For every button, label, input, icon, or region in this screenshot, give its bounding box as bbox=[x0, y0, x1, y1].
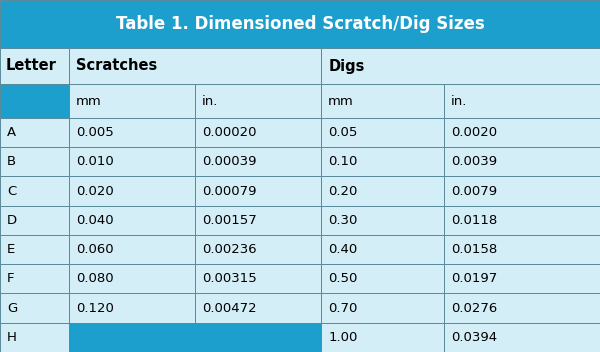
Text: H: H bbox=[7, 331, 17, 344]
Bar bbox=[0, 48, 69, 84]
Text: 0.40: 0.40 bbox=[328, 243, 358, 256]
Text: 0.00315: 0.00315 bbox=[202, 272, 257, 285]
Bar bbox=[195, 294, 321, 323]
Bar bbox=[444, 294, 600, 323]
Text: 0.020: 0.020 bbox=[76, 184, 114, 197]
Bar bbox=[69, 235, 195, 264]
Text: 0.0276: 0.0276 bbox=[451, 302, 497, 315]
Text: 1.00: 1.00 bbox=[328, 331, 358, 344]
Text: 0.0079: 0.0079 bbox=[451, 184, 497, 197]
Bar bbox=[0, 264, 69, 294]
Text: 0.00020: 0.00020 bbox=[202, 126, 257, 139]
Bar bbox=[69, 264, 195, 294]
Bar bbox=[444, 84, 600, 118]
Text: 0.00472: 0.00472 bbox=[202, 302, 257, 315]
Text: 0.080: 0.080 bbox=[76, 272, 114, 285]
Bar bbox=[444, 323, 600, 352]
Bar bbox=[195, 235, 321, 264]
Bar bbox=[321, 118, 444, 147]
Bar bbox=[195, 206, 321, 235]
Text: 0.040: 0.040 bbox=[76, 214, 114, 227]
Bar bbox=[0, 147, 69, 176]
Text: Letter: Letter bbox=[6, 58, 57, 74]
Bar bbox=[0, 118, 69, 147]
Bar bbox=[69, 206, 195, 235]
Bar bbox=[195, 176, 321, 206]
Bar bbox=[69, 294, 195, 323]
Text: Digs: Digs bbox=[328, 58, 365, 74]
Text: 0.120: 0.120 bbox=[76, 302, 114, 315]
Text: 0.00157: 0.00157 bbox=[202, 214, 257, 227]
Text: 0.10: 0.10 bbox=[328, 155, 358, 168]
Bar bbox=[321, 147, 444, 176]
Bar bbox=[444, 176, 600, 206]
Bar bbox=[444, 118, 600, 147]
Text: 0.0197: 0.0197 bbox=[451, 272, 497, 285]
Bar bbox=[321, 84, 444, 118]
Bar bbox=[195, 118, 321, 147]
Bar bbox=[321, 235, 444, 264]
Bar bbox=[195, 147, 321, 176]
Text: G: G bbox=[7, 302, 17, 315]
Text: 0.0158: 0.0158 bbox=[451, 243, 497, 256]
Bar bbox=[195, 84, 321, 118]
Text: E: E bbox=[7, 243, 16, 256]
Bar bbox=[0, 294, 69, 323]
Bar bbox=[69, 176, 195, 206]
Bar bbox=[69, 84, 195, 118]
Text: B: B bbox=[7, 155, 16, 168]
Bar bbox=[0, 84, 69, 118]
Text: C: C bbox=[7, 184, 16, 197]
Text: 0.0394: 0.0394 bbox=[451, 331, 497, 344]
Bar bbox=[321, 264, 444, 294]
Text: mm: mm bbox=[328, 95, 354, 108]
Bar bbox=[69, 323, 195, 352]
Bar bbox=[0, 206, 69, 235]
Text: 0.0020: 0.0020 bbox=[451, 126, 497, 139]
Bar bbox=[444, 264, 600, 294]
Bar bbox=[321, 48, 600, 84]
Bar bbox=[444, 235, 600, 264]
Text: F: F bbox=[7, 272, 14, 285]
Text: 0.0039: 0.0039 bbox=[451, 155, 497, 168]
Bar bbox=[0, 176, 69, 206]
Text: in.: in. bbox=[202, 95, 218, 108]
Text: D: D bbox=[7, 214, 17, 227]
Bar bbox=[0, 323, 69, 352]
Text: 0.010: 0.010 bbox=[76, 155, 114, 168]
Text: Table 1. Dimensioned Scratch/Dig Sizes: Table 1. Dimensioned Scratch/Dig Sizes bbox=[116, 15, 484, 33]
Bar bbox=[0, 235, 69, 264]
Text: in.: in. bbox=[451, 95, 467, 108]
Text: 0.70: 0.70 bbox=[328, 302, 358, 315]
Text: 0.060: 0.060 bbox=[76, 243, 114, 256]
Bar bbox=[69, 147, 195, 176]
Text: 0.005: 0.005 bbox=[76, 126, 114, 139]
Text: 0.05: 0.05 bbox=[328, 126, 358, 139]
Bar bbox=[0, 0, 600, 48]
Bar bbox=[444, 147, 600, 176]
Bar bbox=[321, 206, 444, 235]
Bar bbox=[444, 206, 600, 235]
Bar bbox=[195, 323, 321, 352]
Text: 0.00236: 0.00236 bbox=[202, 243, 257, 256]
Text: 0.30: 0.30 bbox=[328, 214, 358, 227]
Text: 0.00039: 0.00039 bbox=[202, 155, 257, 168]
Bar bbox=[321, 294, 444, 323]
Text: Scratches: Scratches bbox=[76, 58, 157, 74]
Text: 0.0118: 0.0118 bbox=[451, 214, 497, 227]
Bar bbox=[69, 48, 321, 84]
Text: 0.50: 0.50 bbox=[328, 272, 358, 285]
Text: mm: mm bbox=[76, 95, 102, 108]
Text: 0.00079: 0.00079 bbox=[202, 184, 257, 197]
Bar bbox=[195, 264, 321, 294]
Bar bbox=[69, 118, 195, 147]
Text: 0.20: 0.20 bbox=[328, 184, 358, 197]
Bar bbox=[321, 323, 444, 352]
Text: A: A bbox=[7, 126, 16, 139]
Bar bbox=[321, 176, 444, 206]
